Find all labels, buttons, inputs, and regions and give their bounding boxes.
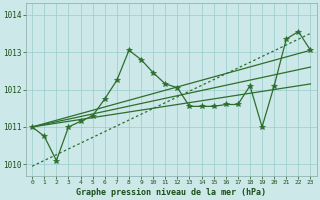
X-axis label: Graphe pression niveau de la mer (hPa): Graphe pression niveau de la mer (hPa) (76, 188, 266, 197)
